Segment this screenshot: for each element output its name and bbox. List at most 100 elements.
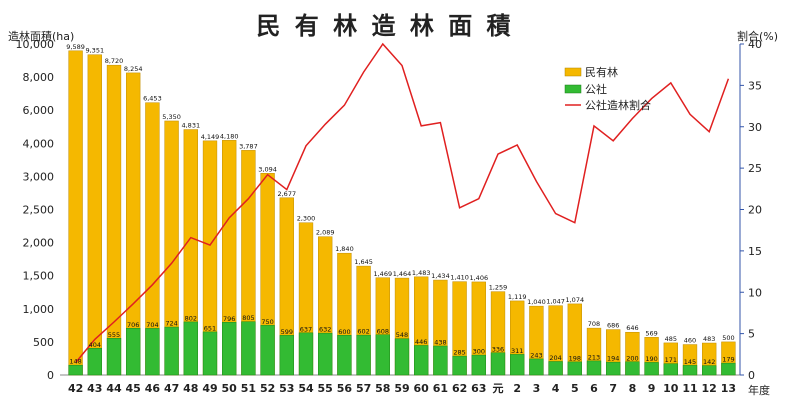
- x-tick-4: 4: [552, 382, 560, 395]
- data-label-private-53: 2,677: [277, 190, 296, 198]
- data-label-private-12: 483: [703, 335, 715, 343]
- data-label-private-43: 9,351: [85, 47, 104, 55]
- data-label-corp-10: 171: [665, 356, 677, 364]
- bar-corp-42: [68, 364, 83, 376]
- data-label-corp-57: 602: [357, 328, 369, 336]
- bar-corp-10: [663, 363, 678, 376]
- y-tick-left-2500: 2,500: [23, 204, 55, 217]
- legend-label-ratio: 公社造林割合: [585, 98, 651, 112]
- bar-corp-49: [202, 331, 218, 376]
- data-label-private-54: 2,300: [297, 215, 316, 223]
- x-tick-63: 63: [471, 382, 486, 395]
- bar-corp-11: [682, 365, 698, 376]
- bar-corp-51: [241, 321, 256, 376]
- data-label-private-8: 646: [626, 324, 638, 332]
- y-tick-right-0: 0: [748, 369, 755, 382]
- legend-label-corp: 公社: [585, 82, 607, 96]
- legend-swatch-private: [564, 67, 582, 77]
- data-label-corp-4: 204: [549, 354, 561, 362]
- data-label-private-63: 1,406: [469, 274, 488, 282]
- data-label-corp-51: 805: [242, 314, 254, 322]
- data-label-private-57: 1,645: [354, 258, 373, 266]
- data-label-corp-59: 548: [396, 331, 408, 339]
- bars-group: [68, 50, 736, 376]
- bar-corp-2: [510, 354, 525, 376]
- data-label-corp-8: 200: [626, 354, 638, 362]
- data-label-corp-62: 285: [453, 349, 465, 357]
- x-tick-57: 57: [356, 382, 371, 395]
- data-label-private-4: 1,047: [546, 298, 565, 306]
- data-label-corp-50: 796: [223, 315, 235, 323]
- y-tick-left-4000: 4,000: [23, 137, 55, 150]
- x-tick-61: 61: [433, 382, 448, 395]
- data-label-corp-46: 704: [146, 321, 158, 329]
- y-tick-left-0: 0: [47, 369, 54, 382]
- bar-private-42: [68, 50, 83, 376]
- y-tick-right-20: 20: [748, 204, 762, 217]
- data-label-corp-6: 213: [588, 353, 600, 361]
- data-label-private-51: 3,787: [239, 142, 258, 150]
- data-label-private-元: 1,259: [489, 284, 508, 292]
- x-tick-45: 45: [126, 382, 141, 395]
- data-label-corp-47: 724: [165, 320, 177, 328]
- y-ticks-right-group: 0 5 10 15 20 25 30 35 40: [740, 38, 762, 382]
- data-label-private-13: 500: [722, 334, 734, 342]
- x-tick-10: 10: [663, 382, 679, 395]
- bar-corp-元: [490, 352, 506, 376]
- x-tick-9: 9: [648, 382, 656, 395]
- data-label-corp-63: 300: [473, 348, 485, 356]
- data-label-corp-52: 750: [261, 318, 273, 326]
- legend-swatch-corp: [564, 84, 582, 94]
- data-label-private-62: 1,410: [450, 274, 469, 282]
- bar-corp-61: [433, 345, 448, 376]
- y-tick-left-1000: 1,000: [23, 303, 55, 316]
- x-tick-60: 60: [414, 382, 430, 395]
- y-tick-right-35: 35: [748, 79, 762, 92]
- bar-corp-6: [586, 360, 602, 376]
- x-tick-6: 6: [590, 382, 598, 395]
- bar-corp-43: [87, 348, 102, 376]
- data-label-corp-53: 599: [281, 328, 293, 336]
- bar-corp-47: [164, 326, 179, 376]
- data-label-private-6: 708: [588, 320, 600, 328]
- y-axis-right-label: 割合(%): [737, 29, 778, 43]
- y-tick-left-1500: 1,500: [23, 270, 55, 283]
- bar-corp-58: [375, 334, 390, 376]
- y-tick-right-15: 15: [748, 245, 762, 258]
- data-label-private-11: 460: [684, 337, 696, 345]
- y-tick-left-500: 500: [33, 336, 54, 349]
- bar-corp-60: [414, 345, 429, 376]
- x-tick-3: 3: [533, 382, 541, 395]
- x-ticks-group: 42 43 44 45 46 47 48 49 50 51 52 53 54 55 56 57 58 59 60 61…: [68, 382, 736, 395]
- x-tick-56: 56: [337, 382, 353, 395]
- bar-corp-63: [471, 354, 486, 376]
- bar-corp-53: [279, 335, 294, 376]
- data-label-private-60: 1,483: [412, 269, 431, 277]
- x-tick-59: 59: [394, 382, 409, 395]
- x-tick-49: 49: [202, 382, 217, 395]
- data-label-private-3: 1,040: [527, 298, 546, 306]
- x-axis-label: 年度: [748, 383, 770, 397]
- data-label-private-42: 9,589: [66, 43, 85, 51]
- x-tick-5: 5: [571, 382, 579, 395]
- data-labels-group: 9,589 148 9,351 404 8,720 555 8,254 706 6,453 704…: [66, 43, 734, 366]
- bar-corp-8: [625, 361, 640, 376]
- data-label-private-5: 1,074: [565, 296, 584, 304]
- y-tick-left-6000: 6,000: [23, 104, 55, 117]
- data-label-corp-元: 336: [492, 345, 504, 353]
- data-label-corp-58: 608: [377, 327, 389, 335]
- data-label-corp-54: 637: [300, 325, 312, 333]
- data-label-corp-55: 632: [319, 326, 331, 334]
- x-tick-元: 元: [493, 382, 504, 395]
- bar-private-43: [87, 54, 102, 376]
- bar-corp-56: [337, 335, 352, 376]
- bar-corp-54: [298, 332, 314, 376]
- y-tick-left-10000: 10,000: [16, 38, 55, 51]
- x-tick-52: 52: [260, 382, 275, 395]
- x-tick-47: 47: [164, 382, 179, 395]
- chart-title: 民 有 林 造 林 面 積: [256, 12, 513, 40]
- data-label-private-52: 3,094: [258, 165, 277, 173]
- x-tick-51: 51: [241, 382, 256, 395]
- x-tick-46: 46: [145, 382, 161, 395]
